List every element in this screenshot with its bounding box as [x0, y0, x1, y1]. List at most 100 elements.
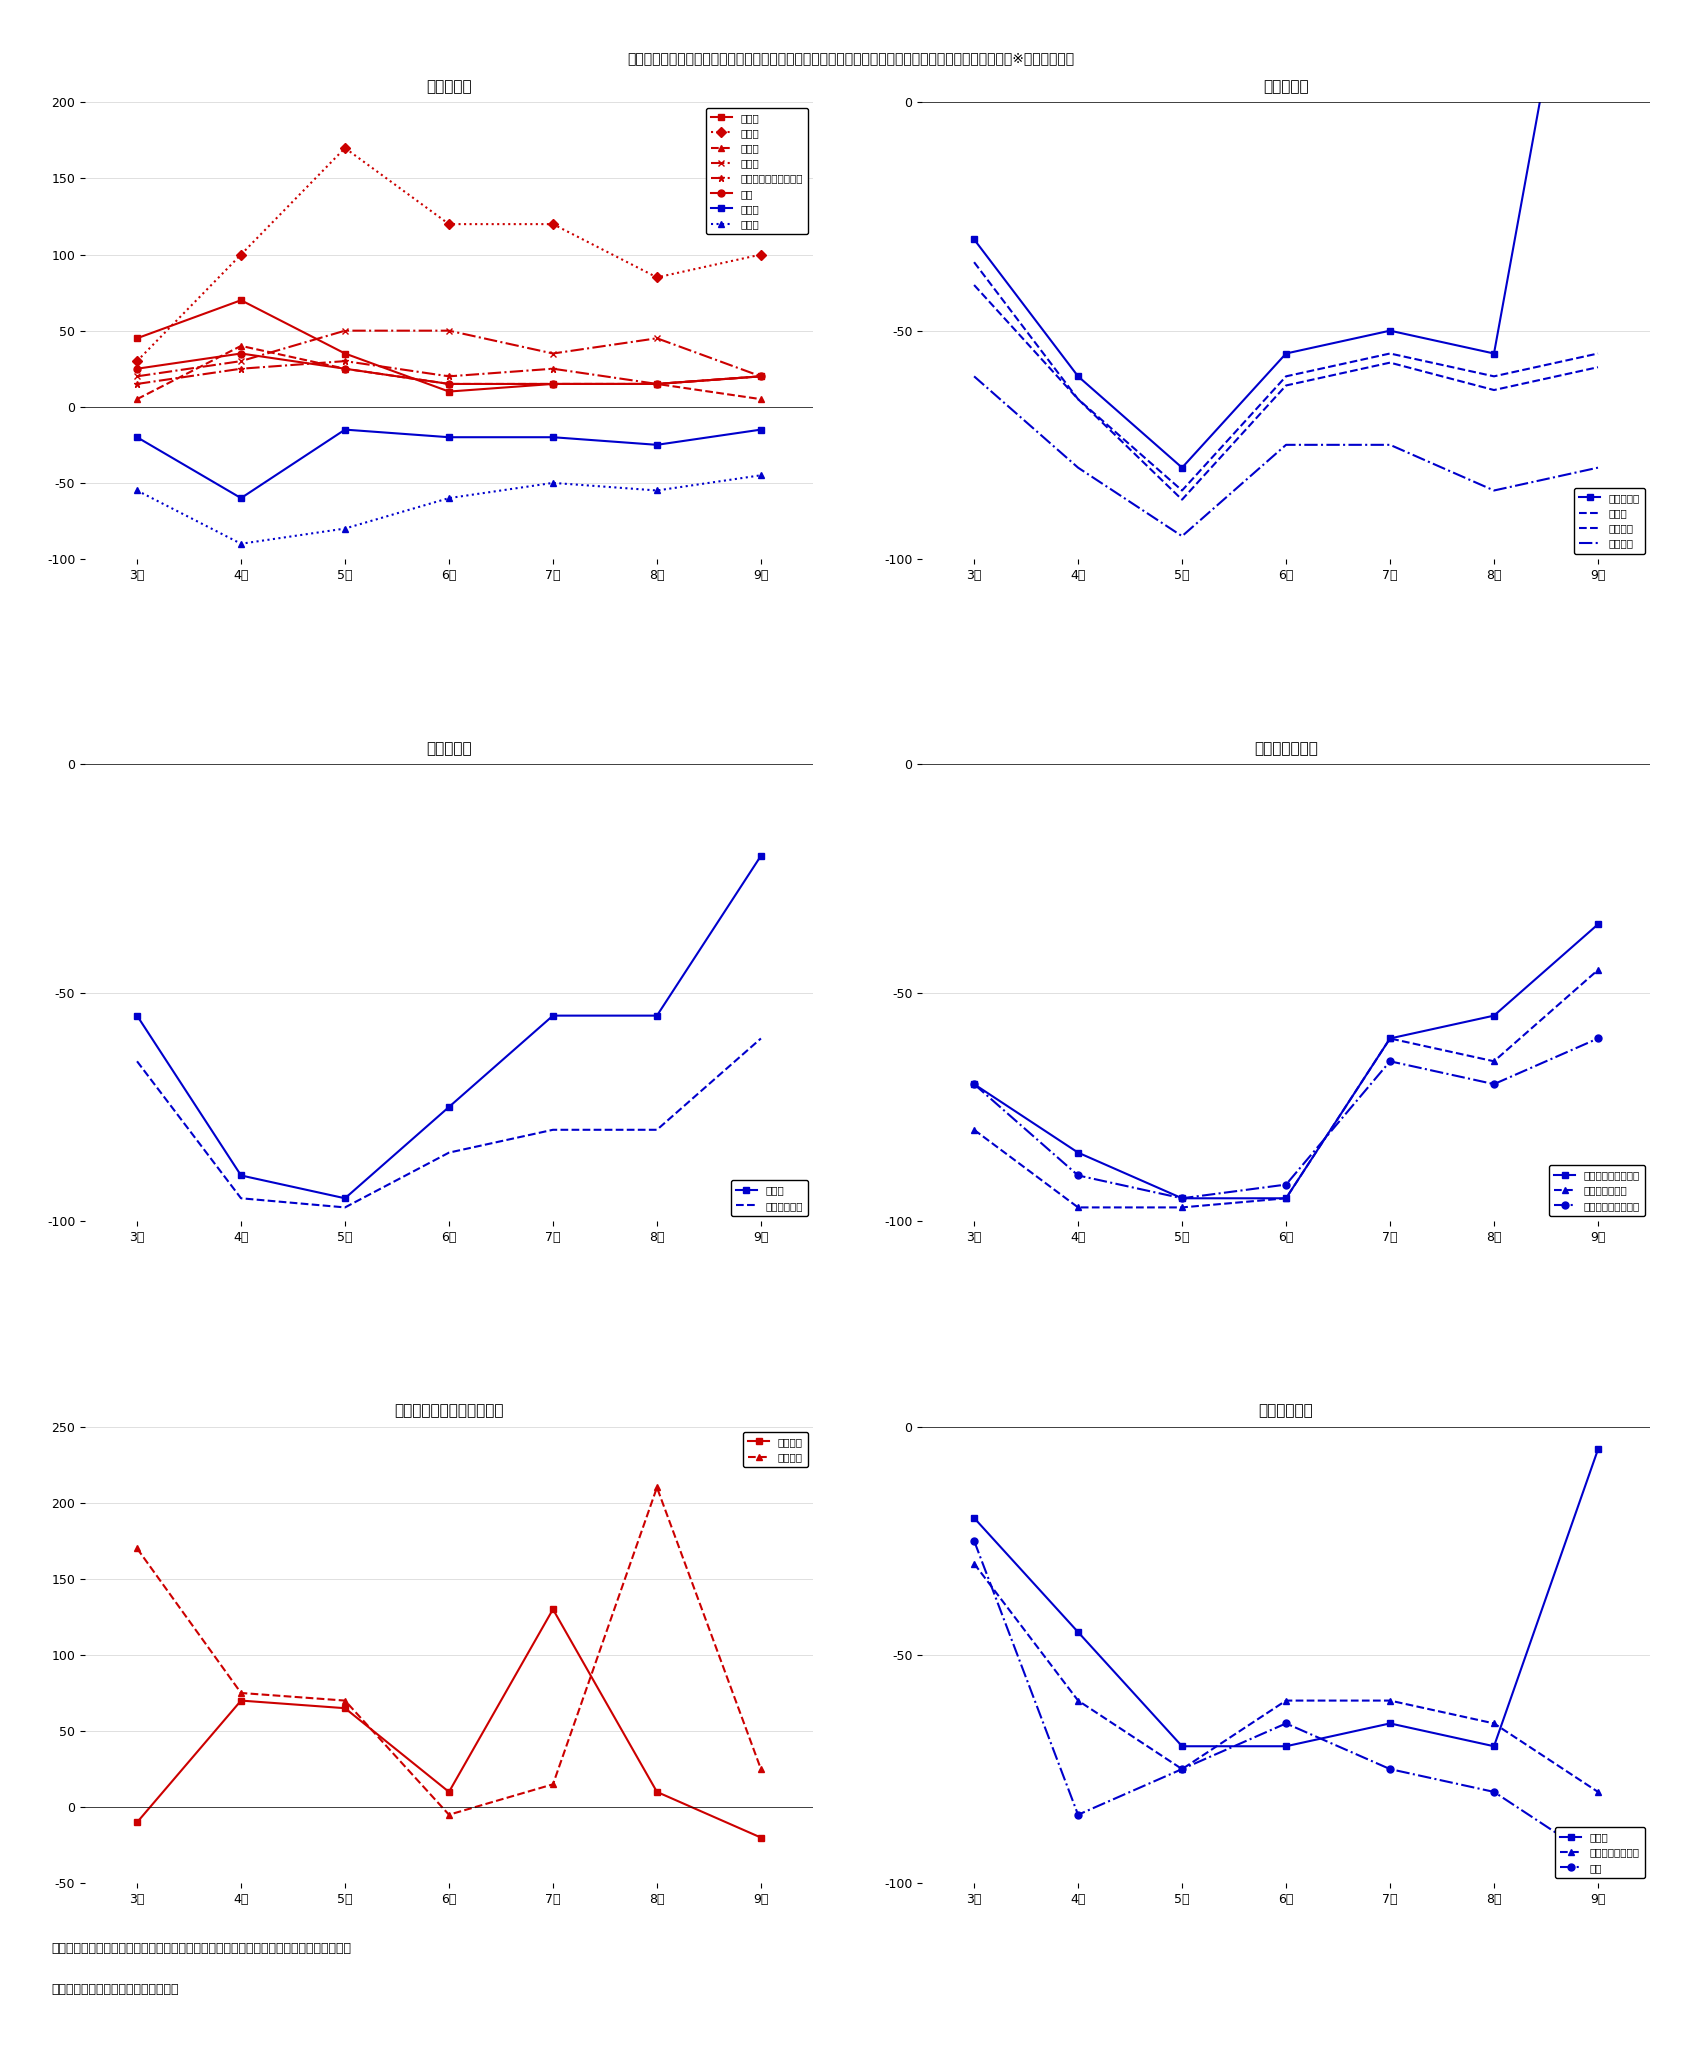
即席麺 — [128, 348, 148, 373]
パック旅行費 — [231, 1185, 252, 1210]
鉄道運賃 — [964, 272, 985, 297]
Line: 生鮮肉: 生鮮肉 — [134, 342, 764, 403]
即席麺 — [335, 135, 356, 160]
宿泊料 — [646, 1003, 667, 1028]
鉄道運賃 — [1483, 379, 1504, 403]
チーズ — [543, 342, 563, 366]
背広服 — [1587, 1437, 1607, 1462]
パスタ — [335, 342, 356, 366]
ファンデーション — [1276, 1689, 1296, 1713]
遊園地入場・乗物代 — [1380, 1048, 1400, 1073]
Line: 飲酒代: 飲酒代 — [134, 471, 764, 547]
航空運賃 — [1380, 432, 1400, 456]
タクシー代 — [1380, 319, 1400, 344]
宿泊料 — [439, 1095, 459, 1120]
Legend: 宿泊料, パック旅行費: 宿泊料, パック旅行費 — [731, 1181, 808, 1216]
ファンデーション — [1172, 1756, 1192, 1781]
生鮮肉 — [646, 373, 667, 397]
食事代 — [335, 418, 356, 442]
チーズ — [128, 364, 148, 389]
映画・演劇等入場料 — [964, 1073, 985, 1097]
Line: パソコン: パソコン — [134, 1605, 764, 1840]
背広服 — [1483, 1734, 1504, 1758]
パスタ — [439, 379, 459, 403]
パソコン — [646, 1779, 667, 1803]
チーズ — [750, 364, 771, 389]
食事代 — [231, 485, 252, 510]
宿泊料 — [335, 1185, 356, 1210]
生鮮肉 — [439, 373, 459, 397]
口紅 — [1587, 1848, 1607, 1873]
口紅 — [1068, 1803, 1089, 1828]
Line: 鉄道運賃: 鉄道運賃 — [975, 285, 1597, 499]
鉄道運賃 — [1587, 354, 1607, 379]
食事代 — [646, 432, 667, 456]
宿泊料 — [128, 1003, 148, 1028]
出前 — [543, 373, 563, 397]
飲酒代 — [543, 471, 563, 495]
チューハイ・カクテル — [543, 356, 563, 381]
遊園地入場・乗物代 — [1483, 1073, 1504, 1097]
文化施設入場料 — [1276, 1185, 1296, 1210]
Line: チューハイ・カクテル: チューハイ・カクテル — [134, 358, 764, 387]
ファンデーション — [1068, 1689, 1089, 1713]
Title: （ｂ）交通: （ｂ）交通 — [1264, 80, 1308, 94]
背広服 — [1276, 1734, 1296, 1758]
パソコン — [231, 1689, 252, 1713]
チーズ — [439, 319, 459, 344]
ファンデーション — [1587, 1779, 1607, 1803]
遊園地入場・乗物代 — [1172, 1185, 1192, 1210]
ファンデーション — [1380, 1689, 1400, 1713]
鉄道運賃 — [1068, 387, 1089, 411]
航空運賃 — [1172, 524, 1192, 549]
パック旅行費 — [646, 1118, 667, 1142]
Line: バス代: バス代 — [975, 262, 1597, 491]
Line: 映画・演劇等入場料: 映画・演劇等入場料 — [971, 921, 1601, 1202]
Line: 出前: 出前 — [134, 350, 764, 387]
タクシー代 — [1483, 342, 1504, 366]
背広服 — [1068, 1619, 1089, 1644]
出前 — [750, 364, 771, 389]
Line: ファンデーション: ファンデーション — [971, 1560, 1601, 1795]
背広服 — [964, 1507, 985, 1531]
Line: パック旅行費: パック旅行費 — [138, 1038, 760, 1208]
出前 — [231, 342, 252, 366]
パック旅行費 — [543, 1118, 563, 1142]
チューハイ・カクテル — [335, 348, 356, 373]
パスタ — [543, 373, 563, 397]
バス代 — [1172, 479, 1192, 504]
パソコン — [128, 1810, 148, 1834]
映画・演劇等入場料 — [1587, 913, 1607, 938]
背広服 — [1172, 1734, 1192, 1758]
文化施設入場料 — [1068, 1195, 1089, 1220]
宿泊料 — [543, 1003, 563, 1028]
即席麺 — [646, 266, 667, 291]
パソコン — [750, 1826, 771, 1850]
チューハイ・カクテル — [128, 373, 148, 397]
Line: タクシー代: タクシー代 — [971, 0, 1601, 471]
食事代 — [439, 426, 459, 450]
食事代 — [128, 426, 148, 450]
Legend: 映画・演劇等入場料, 文化施設入場料, 遊園地入場・乗物代: 映画・演劇等入場料, 文化施設入場料, 遊園地入場・乗物代 — [1550, 1165, 1645, 1216]
口紅 — [964, 1529, 985, 1554]
飲酒代 — [646, 479, 667, 504]
パスタ — [128, 325, 148, 350]
背広服 — [1380, 1711, 1400, 1736]
タクシー代 — [1276, 342, 1296, 366]
生鮮肉 — [128, 387, 148, 411]
飲酒代 — [128, 479, 148, 504]
パスタ — [646, 373, 667, 397]
生鮮肉 — [750, 387, 771, 411]
ゲーム機 — [750, 1756, 771, 1781]
生鮮肉 — [231, 334, 252, 358]
飲酒代 — [750, 463, 771, 487]
文化施設入場料 — [1380, 1026, 1400, 1050]
鉄道運賃 — [1276, 373, 1296, 397]
Line: ゲーム機: ゲーム機 — [134, 1484, 764, 1818]
Legend: 背広服, ファンデーション, 口紅: 背広服, ファンデーション, 口紅 — [1555, 1828, 1645, 1877]
映画・演劇等入場料 — [1483, 1003, 1504, 1028]
映画・演劇等入場料 — [1380, 1026, 1400, 1050]
出前 — [646, 373, 667, 397]
航空運賃 — [964, 364, 985, 389]
Text: 図表３　新型コロナで大きな変化が見られる主な支出品目（二人以上世帯、前年同月実質増減率％）　※図表２の一部: 図表３ 新型コロナで大きな変化が見られる主な支出品目（二人以上世帯、前年同月実質… — [628, 51, 1073, 66]
